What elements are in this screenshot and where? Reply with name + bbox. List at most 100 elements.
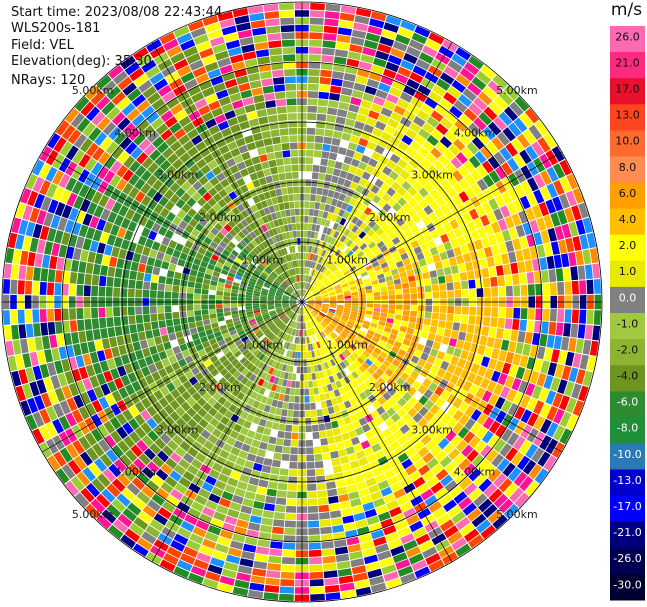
velocity-gate	[307, 283, 311, 290]
velocity-gate	[223, 304, 231, 308]
velocity-gate	[257, 278, 265, 284]
velocity-gate	[217, 316, 225, 322]
velocity-gate	[334, 284, 341, 289]
velocity-gate	[413, 440, 425, 452]
velocity-gate	[395, 559, 411, 570]
velocity-gate	[568, 337, 577, 352]
velocity-gate	[286, 98, 297, 106]
colorbar-tick-label: -30.0	[613, 578, 641, 591]
velocity-gate	[488, 488, 503, 503]
velocity-gate	[188, 249, 197, 258]
velocity-gate	[222, 443, 233, 453]
velocity-gate	[373, 359, 382, 368]
velocity-gate	[386, 434, 397, 445]
velocity-gate	[263, 338, 270, 345]
velocity-gate	[297, 315, 300, 322]
velocity-gate	[360, 440, 371, 450]
velocity-gate	[315, 239, 321, 247]
velocity-gate	[354, 120, 365, 130]
velocity-gate	[496, 131, 510, 146]
velocity-gate	[288, 311, 294, 318]
velocity-gate	[315, 224, 321, 232]
velocity-gate	[305, 179, 312, 187]
velocity-gate	[502, 462, 516, 477]
velocity-gate	[274, 445, 283, 453]
velocity-gate	[277, 347, 283, 355]
velocity-gate	[425, 292, 433, 299]
velocity-gate	[287, 373, 293, 380]
velocity-gate	[386, 280, 394, 286]
velocity-gate	[305, 306, 311, 312]
velocity-gate	[310, 2, 325, 11]
velocity-gate	[114, 326, 123, 337]
velocity-gate	[34, 253, 44, 268]
velocity-gate	[246, 453, 257, 462]
velocity-gate	[351, 306, 359, 310]
velocity-gate	[322, 452, 331, 461]
velocity-gate	[527, 177, 539, 192]
velocity-gate	[310, 10, 325, 18]
velocity-gate	[461, 444, 474, 458]
velocity-gate	[508, 467, 522, 482]
velocity-gate	[246, 288, 254, 293]
velocity-gate	[320, 331, 326, 338]
velocity-gate	[36, 239, 46, 254]
velocity-gate	[345, 260, 353, 267]
velocity-gate	[378, 339, 387, 347]
velocity-gate	[297, 359, 301, 366]
velocity-gate	[91, 111, 106, 126]
velocity-gate	[460, 224, 470, 235]
velocity-gate	[268, 310, 276, 314]
velocity-gate	[319, 512, 331, 520]
velocity-gate	[224, 184, 234, 194]
velocity-gate	[275, 297, 282, 300]
velocity-gate	[50, 214, 61, 229]
velocity-gate	[323, 319, 330, 325]
velocity-gate	[365, 477, 377, 487]
velocity-gate	[439, 493, 453, 506]
velocity-gate	[208, 309, 216, 314]
velocity-gate	[134, 426, 147, 439]
velocity-gate	[249, 222, 257, 231]
velocity-gate	[577, 324, 586, 339]
velocity-gate	[306, 351, 310, 359]
velocity-gate	[310, 311, 316, 318]
velocity-gate	[286, 380, 292, 388]
velocity-gate	[394, 73, 409, 85]
velocity-gate	[330, 145, 339, 154]
velocity-gate	[355, 277, 363, 283]
velocity-gate	[322, 211, 329, 219]
velocity-gate	[290, 276, 294, 284]
velocity-gate	[259, 441, 268, 450]
velocity-gate	[402, 191, 413, 202]
velocity-gate	[443, 525, 459, 539]
velocity-gate	[538, 387, 550, 402]
velocity-gate	[287, 186, 294, 194]
velocity-gate	[168, 355, 178, 365]
velocity-gate	[265, 340, 272, 347]
velocity-gate	[222, 236, 231, 245]
velocity-gate	[498, 498, 514, 514]
colorbar-tick-label: -17.0	[613, 500, 641, 513]
velocity-gate	[117, 473, 131, 487]
velocity-gate	[342, 515, 355, 524]
velocity-gate	[253, 560, 268, 570]
velocity-gate	[308, 542, 321, 550]
velocity-gate	[240, 410, 249, 420]
velocity-gate	[328, 290, 336, 294]
velocity-gate	[341, 393, 349, 402]
velocity-gate	[262, 510, 274, 519]
velocity-gate	[322, 40, 336, 49]
velocity-gate	[261, 184, 269, 193]
velocity-gate	[273, 281, 280, 287]
velocity-gate	[406, 514, 420, 526]
velocity-gate	[7, 355, 18, 372]
velocity-gate	[216, 295, 223, 300]
velocity-gate	[96, 493, 111, 508]
velocity-gate	[272, 336, 278, 343]
velocity-gate	[390, 545, 405, 557]
velocity-gate	[230, 147, 241, 158]
velocity-gate	[263, 427, 272, 436]
velocity-gate	[543, 242, 553, 257]
velocity-gate	[270, 466, 280, 475]
